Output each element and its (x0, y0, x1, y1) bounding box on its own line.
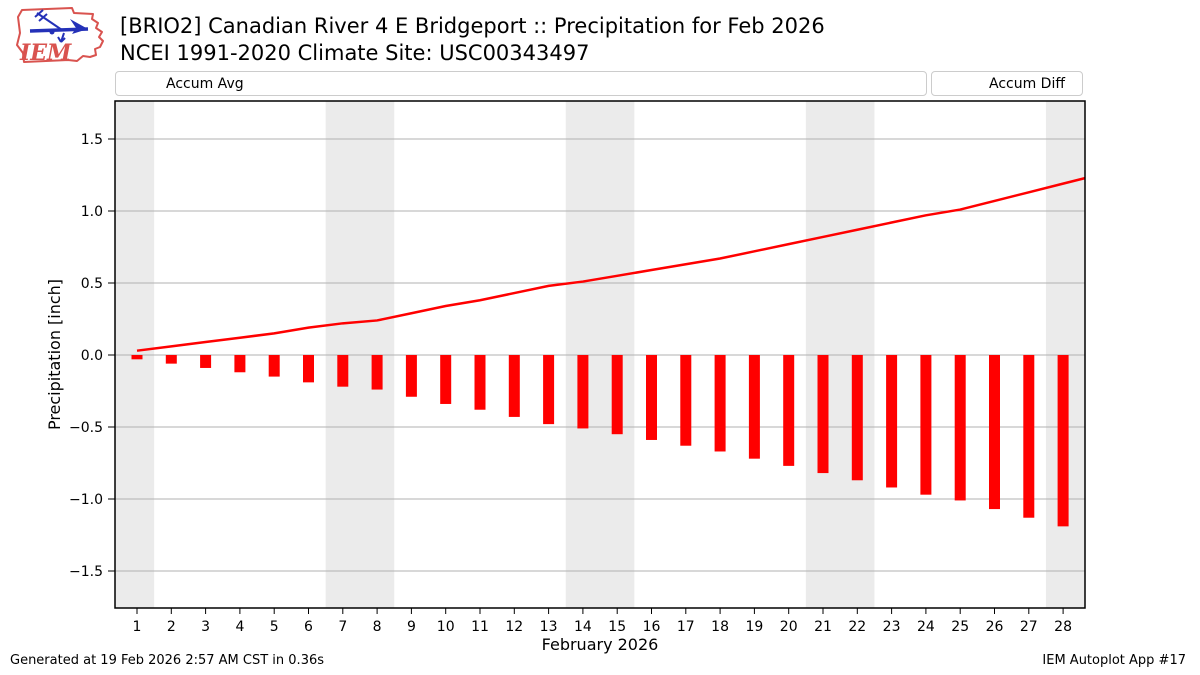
x-tick-label: 25 (951, 619, 969, 635)
x-tick-label: 8 (373, 619, 382, 635)
x-tick-label: 1 (133, 619, 142, 635)
x-tick-label: 17 (677, 619, 695, 635)
x-tick-label: 4 (235, 619, 244, 635)
y-tick-label: −0.5 (69, 420, 103, 436)
x-tick-label: 24 (917, 619, 935, 635)
accum-diff-bar (577, 355, 589, 429)
accum-diff-bar (646, 355, 657, 440)
x-tick-label: 26 (986, 619, 1004, 635)
accum-diff-bar (371, 355, 383, 390)
x-tick-label: 9 (407, 619, 416, 635)
title-block: [BRIO2] Canadian River 4 E Bridgeport ::… (120, 13, 825, 67)
x-tick-label: 5 (270, 619, 279, 635)
accum-diff-bar (165, 355, 177, 364)
accum-diff-bar (886, 355, 898, 488)
accum-diff-bar (783, 355, 795, 466)
x-tick-label: 21 (814, 619, 832, 635)
plot-frame (114, 100, 1086, 609)
x-tick-label: 15 (608, 619, 626, 635)
accum-diff-bar (234, 355, 246, 373)
accum-diff-bar (851, 355, 863, 481)
x-tick-label: 14 (574, 619, 592, 635)
x-tick-label: 6 (304, 619, 313, 635)
accum-diff-bar (1023, 355, 1035, 518)
x-tick-label: 13 (540, 619, 558, 635)
page-title: [BRIO2] Canadian River 4 E Bridgeport ::… (120, 14, 825, 38)
accum-diff-bar (543, 355, 555, 425)
app-credit-text: IEM Autoplot App #17 (1042, 653, 1186, 668)
y-axis-label: Precipitation [inch] (45, 279, 64, 430)
accum-diff-bar (268, 355, 280, 377)
x-tick-label: 11 (471, 619, 489, 635)
y-tick-label: 1.0 (81, 204, 103, 220)
accum-diff-bar (131, 355, 143, 360)
accum-diff-bar (680, 355, 692, 446)
accum-diff-bar (989, 355, 1000, 510)
x-tick-label: 19 (745, 619, 763, 635)
logo-text: IEM (19, 40, 72, 66)
generated-at-text: Generated at 19 Feb 2026 2:57 AM CST in … (10, 653, 325, 668)
y-tick-label: −1.0 (69, 492, 103, 508)
legend-accum-avg: Accum Avg (115, 71, 927, 96)
x-tick-label: 20 (780, 619, 798, 635)
x-tick-label: 23 (883, 619, 901, 635)
accum-diff-label: Accum Diff (989, 75, 1066, 92)
accum-diff-bar (714, 355, 726, 452)
x-tick-label: 22 (848, 619, 866, 635)
legend-accum-diff: Accum Diff (931, 71, 1083, 96)
x-tick-label: 28 (1054, 619, 1072, 635)
accum-diff-bar (405, 355, 417, 397)
accum-avg-line (136, 176, 1086, 352)
accum-diff-bar (817, 355, 829, 474)
x-tick-label: 3 (201, 619, 210, 635)
accum-diff-bar (200, 355, 212, 368)
accum-diff-bar (337, 355, 349, 387)
x-tick-label: 2 (167, 619, 176, 635)
x-tick-label: 7 (338, 619, 347, 635)
accum-diff-bar (303, 355, 314, 383)
accum-diff-bar (748, 355, 760, 459)
accum-diff-bar (954, 355, 966, 501)
x-tick-label: 18 (711, 619, 729, 635)
accum-diff-bar (474, 355, 486, 410)
page-subtitle: NCEI 1991-2020 Climate Site: USC00343497 (120, 41, 590, 65)
y-tick-label: 1.5 (81, 132, 103, 148)
accum-diff-bar (920, 355, 932, 495)
x-tick-label: 10 (437, 619, 455, 635)
iem-logo: IEM (16, 7, 104, 66)
accum-diff-bar (440, 355, 452, 404)
weather-vane-icon (29, 9, 89, 43)
x-tick-label: 16 (643, 619, 661, 635)
y-tick-label: 0.0 (81, 348, 103, 364)
y-tick-label: 0.5 (81, 276, 103, 292)
iowa-outline (16, 7, 104, 63)
accum-diff-bar (1057, 355, 1069, 527)
y-tick-label: −1.5 (69, 564, 103, 580)
x-tick-label: 12 (505, 619, 523, 635)
x-axis-label: February 2026 (542, 635, 659, 654)
accum-diff-bar (611, 355, 623, 435)
accum-diff-bar (508, 355, 520, 417)
x-tick-label: 27 (1020, 619, 1038, 635)
accum-avg-label: Accum Avg (166, 75, 244, 92)
